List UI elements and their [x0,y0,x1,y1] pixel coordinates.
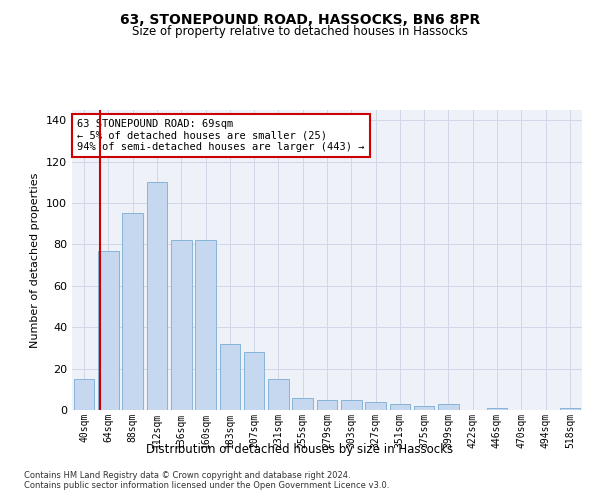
Bar [268,379,289,410]
Text: 63, STONEPOUND ROAD, HASSOCKS, BN6 8PR: 63, STONEPOUND ROAD, HASSOCKS, BN6 8PR [120,12,480,26]
Text: Distribution of detached houses by size in Hassocks: Distribution of detached houses by size … [146,442,454,456]
Bar [195,240,216,410]
Bar [292,398,313,410]
Y-axis label: Number of detached properties: Number of detached properties [31,172,40,348]
Bar [317,400,337,410]
Bar [74,379,94,410]
Text: Contains public sector information licensed under the Open Government Licence v3: Contains public sector information licen… [24,480,389,490]
Bar [220,344,240,410]
Text: Contains HM Land Registry data © Crown copyright and database right 2024.: Contains HM Land Registry data © Crown c… [24,470,350,480]
Bar [341,400,362,410]
Bar [389,404,410,410]
Bar [438,404,459,410]
Bar [171,240,191,410]
Text: 63 STONEPOUND ROAD: 69sqm
← 5% of detached houses are smaller (25)
94% of semi-d: 63 STONEPOUND ROAD: 69sqm ← 5% of detach… [77,119,365,152]
Bar [560,408,580,410]
Bar [98,250,119,410]
Bar [365,402,386,410]
Bar [414,406,434,410]
Bar [122,214,143,410]
Bar [146,182,167,410]
Bar [487,408,508,410]
Text: Size of property relative to detached houses in Hassocks: Size of property relative to detached ho… [132,25,468,38]
Bar [244,352,265,410]
